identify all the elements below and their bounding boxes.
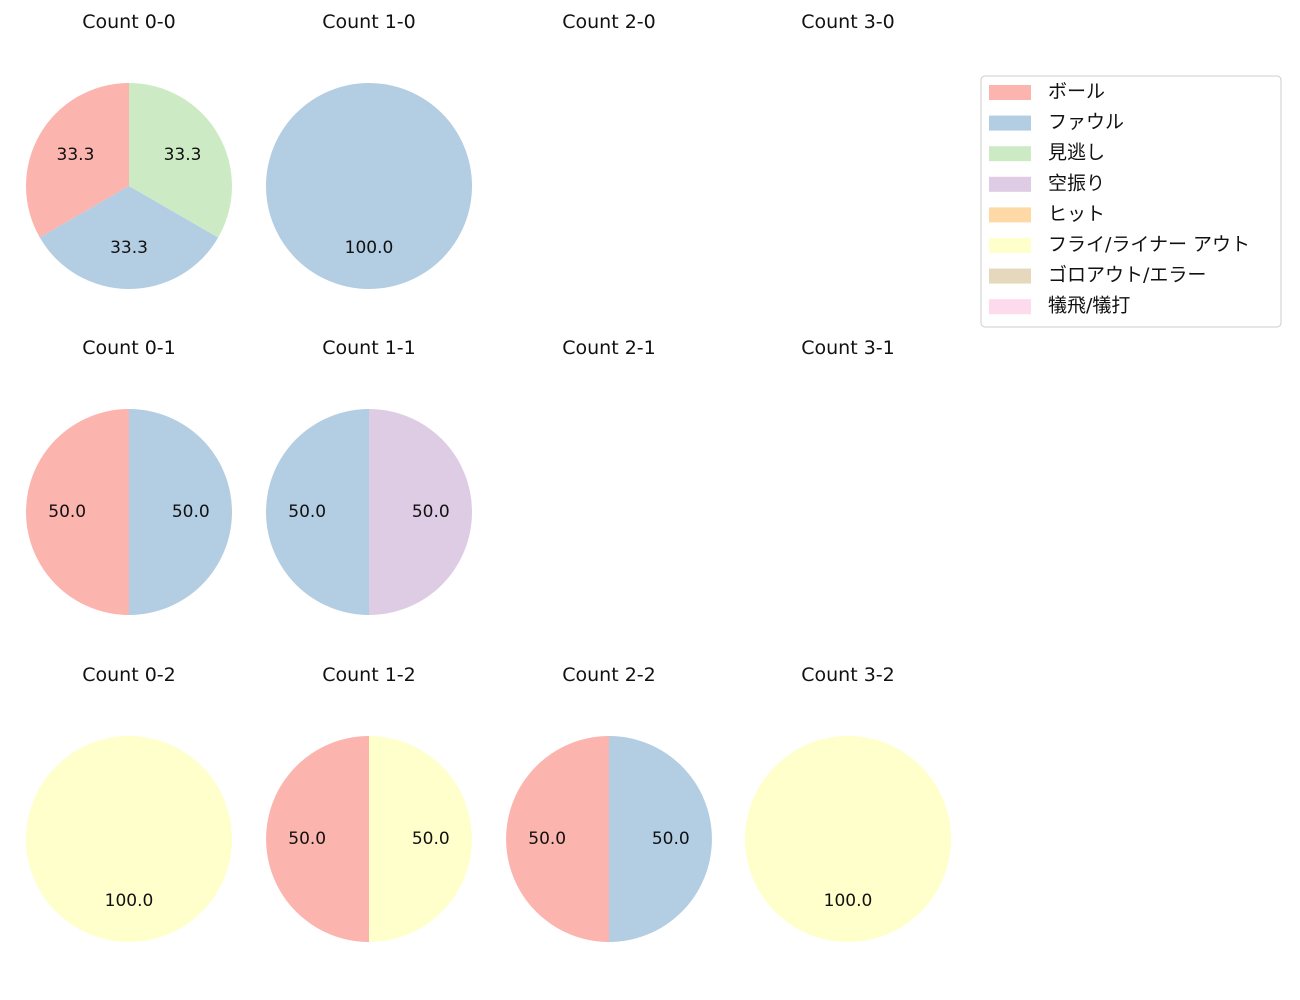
legend-swatch [989,299,1031,315]
legend-label: 空振り [1048,172,1105,194]
pie-slice [369,736,472,942]
legend-item: ヒット [989,203,1105,225]
legend-swatch [989,268,1031,284]
legend-swatch [989,85,1031,100]
legend-label: ファウル [1048,111,1124,133]
pie-slice-label: 33.3 [164,145,202,165]
pie-slice [26,409,129,615]
pie-slice [506,736,609,942]
pie-title: Count 1-1 [322,337,416,359]
pie-chart-count-3-2: Count 3-2 100.0 [745,664,951,942]
legend-swatch [989,176,1031,192]
pie-slice-label: 100.0 [105,891,154,911]
pie-title: Count 1-0 [322,11,416,33]
pie-slice-label: 50.0 [528,829,566,849]
pie-title: Count 2-0 [562,11,656,33]
pie-title: Count 3-0 [801,11,895,33]
legend-label: ヒット [1048,203,1105,225]
pie-chart-count-0-1: Count 0-1 50.0 50.0 [26,337,232,615]
pie-slice [266,83,472,289]
pie-slice [266,736,369,942]
pie-chart-count-2-0: Count 2-0 [562,11,656,33]
legend-item: 見逃し [989,142,1105,164]
pie-chart-count-2-1: Count 2-1 [562,337,656,359]
pie-title: Count 0-2 [82,664,176,686]
pie-title: Count 2-1 [562,337,656,359]
pie-title: Count 2-2 [562,664,656,686]
pie-chart-count-2-2: Count 2-2 50.0 50.0 [506,664,712,942]
legend-label: 犠飛/犠打 [1048,295,1130,317]
legend-label: ボール [1048,81,1105,103]
pie-title: Count 0-0 [82,11,176,33]
pie-slice-label: 100.0 [345,238,394,258]
pie-slice-label: 50.0 [652,829,690,849]
pie-title: Count 0-1 [82,337,176,359]
pie-chart-count-3-1: Count 3-1 [801,337,895,359]
pie-slice [129,83,232,238]
pie-slice-label: 50.0 [288,502,326,522]
pie-slice-label: 50.0 [288,829,326,849]
legend-swatch [989,146,1031,162]
pie-slice [369,409,472,615]
pie-chart-count-1-1: Count 1-1 50.0 50.0 [266,337,472,615]
legend-label: 見逃し [1048,142,1105,164]
legend-swatch [989,207,1031,223]
pie-chart-count-1-0: Count 1-0 100.0 [266,11,472,289]
pie-slice [745,736,951,942]
pie-slice [26,736,232,942]
pie-slice [26,83,130,238]
pie-slice-label: 50.0 [172,502,210,522]
legend-item: 犠飛/犠打 [989,295,1130,317]
legend-label: ゴロアウト/エラー [1048,264,1206,286]
legend-frame [980,75,1282,328]
pie-slice-label: 33.3 [57,145,95,165]
legend-swatch [989,115,1031,131]
pie-slice [266,409,369,615]
pie-slice-label: 50.0 [412,829,450,849]
legend-label: フライ/ライナー アウト [1048,234,1250,256]
pie-chart-count-0-2: Count 0-2 100.0 [26,664,232,942]
legend-item: ゴロアウト/エラー [989,264,1206,286]
pie-chart-count-1-2: Count 1-2 50.0 50.0 [266,664,472,942]
pie-slice-label: 33.3 [110,238,148,258]
legend-item: 空振り [989,172,1105,194]
pie-slice [129,409,232,615]
legend-swatch [989,238,1031,253]
legend-item: ボール [989,81,1105,103]
pie-chart-count-3-0: Count 3-0 [801,11,895,33]
pie-title: Count 1-2 [322,664,416,686]
pie-slice [609,736,712,942]
pie-slice-label: 50.0 [412,502,450,522]
pie-title: Count 3-2 [801,664,895,686]
legend-item: フライ/ライナー アウト [989,234,1250,256]
pie-title: Count 3-1 [801,337,895,359]
pie-chart-count-0-0: Count 0-0 33.3 33.3 33.3 [26,11,232,289]
legend-item: ファウル [989,111,1124,133]
pie-slice-label: 50.0 [48,502,86,522]
pie-slice-label: 100.0 [824,891,873,911]
